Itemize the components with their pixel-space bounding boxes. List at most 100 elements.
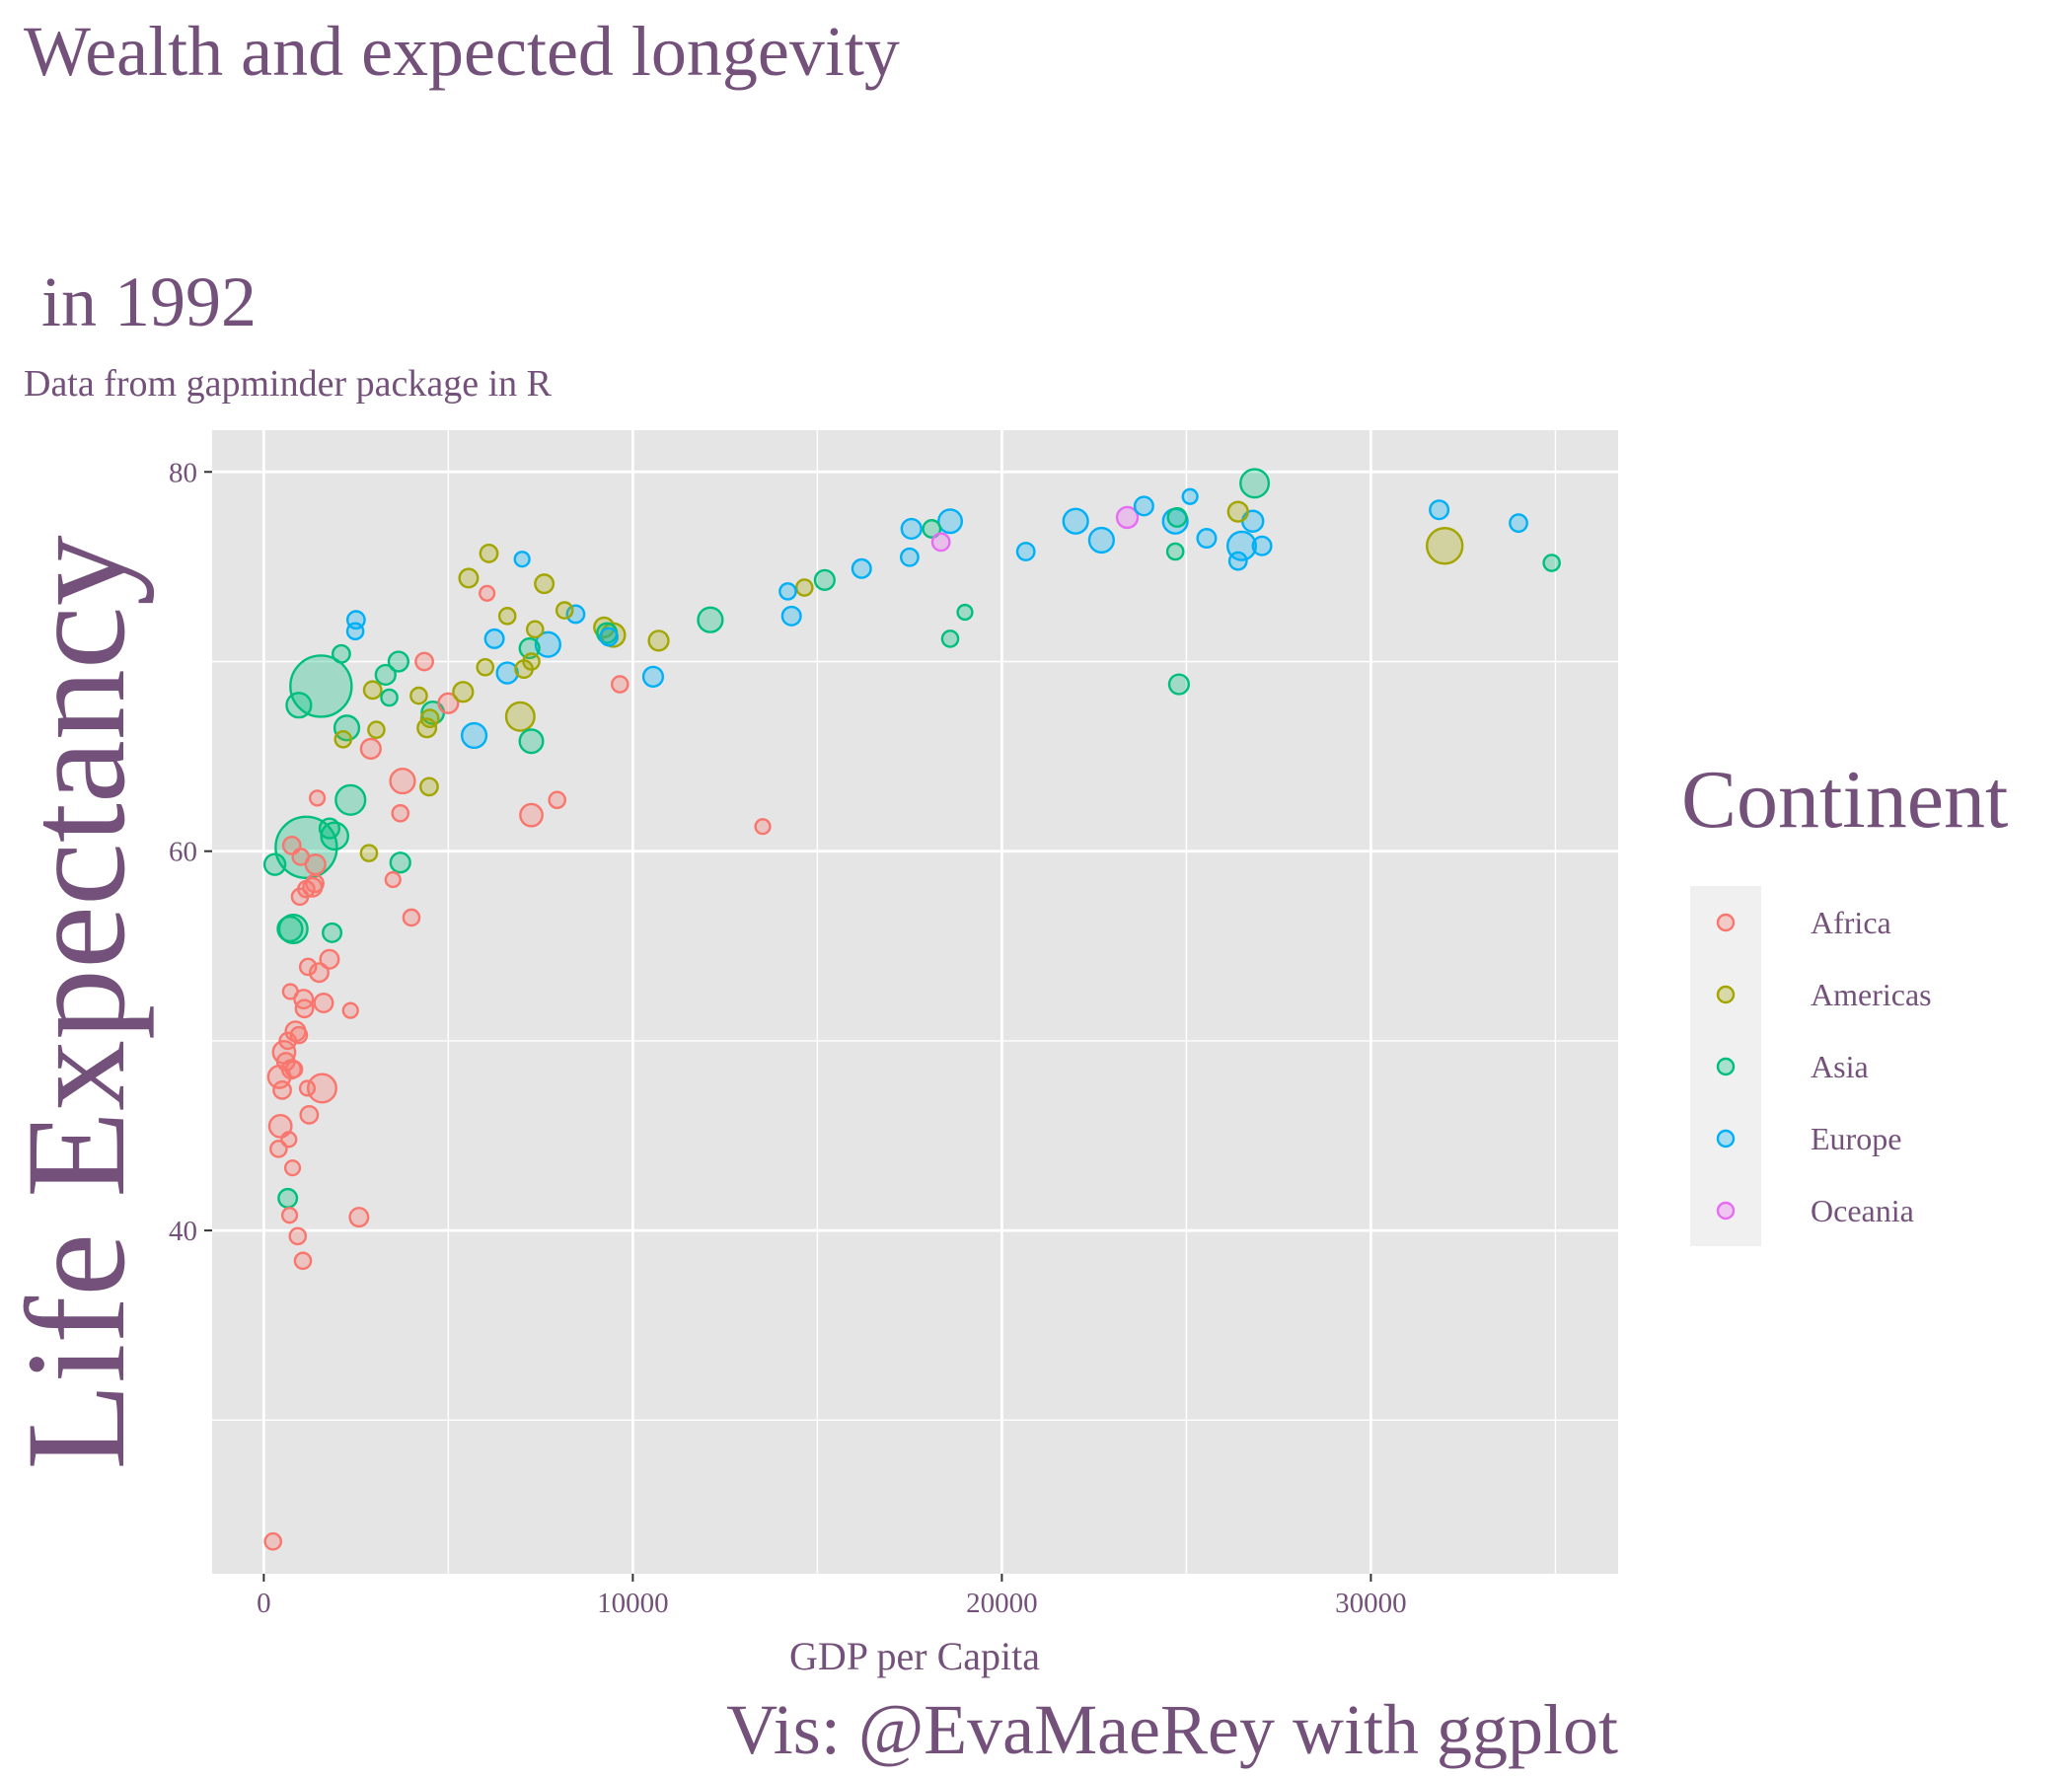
data-point-africa [297, 879, 316, 899]
data-point-africa [306, 1073, 337, 1104]
data-point-asia [262, 852, 287, 876]
data-point-asia [1542, 554, 1561, 572]
y-tick-label: 80 [169, 457, 197, 488]
data-point-africa [519, 802, 544, 828]
data-point-asia [813, 568, 836, 591]
data-point-europe [1227, 551, 1248, 571]
data-point-americas [362, 680, 383, 701]
legend-label-asia: Asia [1811, 1049, 1869, 1084]
legend-key-americas [1716, 985, 1736, 1004]
data-point-europe [599, 627, 619, 647]
data-point-americas [476, 657, 495, 677]
data-point-americas [479, 544, 499, 563]
data-point-asia [374, 663, 397, 687]
data-point-asia [322, 922, 343, 943]
data-point-europe [780, 605, 802, 627]
data-point-africa [263, 1532, 283, 1551]
data-point-europe [495, 661, 519, 685]
data-point-africa [299, 1104, 320, 1125]
data-point-asia [289, 654, 353, 718]
chart-title-line-2: in 1992 [24, 262, 257, 341]
data-point-europe [1181, 487, 1199, 505]
x-tick-label: 10000 [597, 1588, 669, 1619]
data-point-americas [359, 844, 379, 862]
data-point-asia [389, 851, 411, 874]
data-point-americas [504, 701, 536, 732]
data-point-africa [548, 790, 567, 810]
data-point-asia [1239, 468, 1271, 499]
data-point-africa [308, 962, 330, 984]
data-point-asia [1165, 542, 1185, 561]
data-point-asia [332, 643, 351, 664]
data-point-europe [1429, 499, 1450, 521]
chart-subtitle: Data from gapminder package in R [24, 363, 553, 405]
data-point-africa [389, 767, 416, 795]
data-point-africa [298, 1079, 317, 1097]
plot-panel [212, 430, 1618, 1574]
data-point-americas [522, 652, 541, 671]
data-point-europe [899, 547, 920, 567]
grid-minor [212, 430, 1618, 1574]
data-point-europe [851, 557, 872, 579]
data-point-africa [313, 992, 334, 1013]
data-point-americas [333, 729, 353, 749]
data-point-africa [359, 737, 382, 761]
data-point-africa [281, 983, 299, 1000]
data-point-africa [319, 948, 340, 970]
data-point-americas [452, 681, 475, 703]
data-point-americas [409, 686, 428, 705]
data-point-africa [610, 675, 629, 694]
chart-caption: Vis: @EvaMaeRey with ggplot [726, 1690, 1618, 1769]
data-point-asia [285, 692, 313, 719]
legend-key-background [1690, 886, 1761, 1246]
data-point-africa [402, 908, 421, 927]
legend-key-asia [1716, 1057, 1736, 1076]
data-point-americas [794, 578, 814, 597]
data-point-europe [1251, 535, 1273, 556]
data-point-asia [940, 629, 960, 648]
x-axis: 0 10000 20000 30000 [257, 1574, 1407, 1619]
data-point-americas [1226, 500, 1249, 523]
data-point-asia [697, 606, 724, 633]
data-point-americas [647, 629, 670, 652]
data-point-asia [922, 519, 942, 539]
data-point-africa [272, 1079, 292, 1100]
data-point-europe [1015, 542, 1036, 561]
data-point-asia [956, 603, 974, 622]
data-point-europe [513, 551, 531, 568]
data-point-europe [1062, 507, 1089, 535]
legend-label-americas: Americas [1811, 977, 1932, 1012]
data-point-europe [1133, 495, 1154, 517]
data-point-oceania [930, 532, 951, 553]
data-point-europe [345, 622, 365, 641]
data-point-africa [280, 1131, 298, 1148]
legend-key-africa [1716, 913, 1736, 932]
data-point-africa [280, 1207, 299, 1224]
data-points [262, 468, 1561, 1551]
data-point-asia [333, 714, 361, 742]
data-point-asia [277, 1187, 299, 1209]
grid-major [212, 430, 1618, 1574]
data-point-europe [483, 628, 505, 649]
data-point-africa [754, 818, 772, 836]
data-point-africa [391, 803, 410, 823]
legend-label-oceania: Oceania [1811, 1193, 1914, 1228]
data-point-asia [1167, 673, 1191, 696]
data-point-europe [565, 604, 586, 625]
data-point-africa [293, 1251, 313, 1271]
data-point-americas [367, 720, 386, 739]
x-axis-title: GDP per Capita [789, 1634, 1040, 1678]
data-point-africa [289, 1025, 309, 1045]
data-point-americas [497, 607, 517, 626]
legend-title: Continent [1681, 754, 2008, 846]
data-point-africa [284, 1060, 304, 1079]
y-tick-label: 40 [169, 1216, 197, 1247]
data-point-americas [525, 620, 545, 639]
data-point-africa [341, 1001, 359, 1019]
data-point-africa [348, 1207, 370, 1228]
data-point-europe [534, 630, 561, 658]
chart-title-line-1: Wealth and expected longevity [24, 12, 900, 91]
legend-label-europe: Europe [1811, 1121, 1901, 1156]
